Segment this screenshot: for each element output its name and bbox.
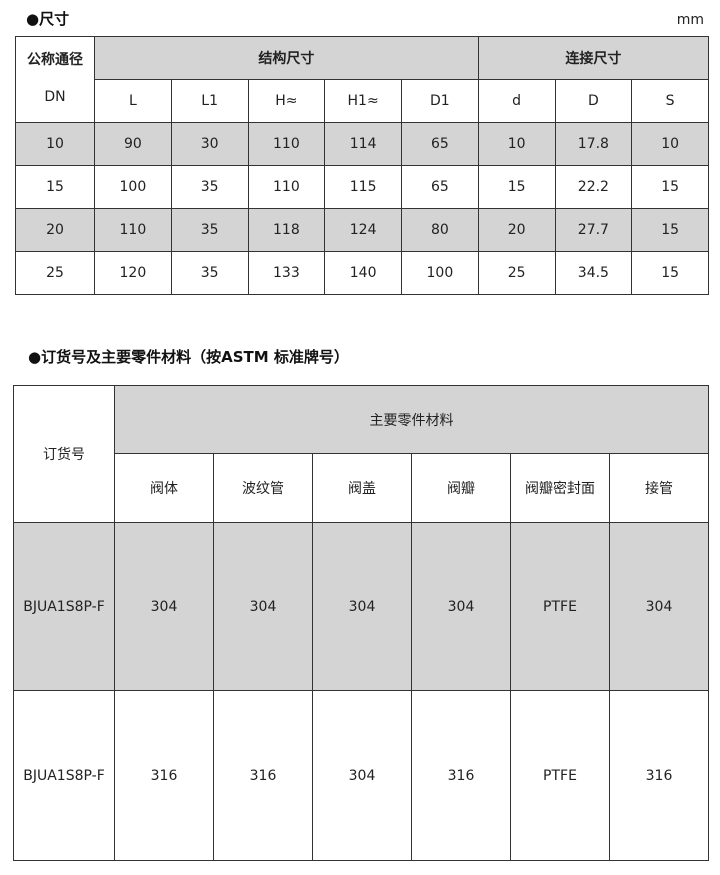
table-cell: 10 — [631, 122, 709, 166]
column-header: d — [477, 79, 556, 123]
table-cell: 110 — [247, 122, 326, 166]
table-row: 10 90 30 110 114 65 10 17.8 10 — [15, 122, 709, 166]
table-cell: 304 — [312, 690, 412, 861]
table-cell: 90 — [94, 122, 172, 166]
column-header: D1 — [401, 79, 479, 123]
table-cell: 15 — [477, 165, 556, 209]
column-header: 阀瓣 — [411, 453, 511, 523]
table-cell: 65 — [401, 122, 479, 166]
table-cell: 110 — [94, 208, 172, 252]
table-cell: 22.2 — [554, 165, 633, 209]
table-cell: 15 — [15, 165, 95, 209]
table-cell: 140 — [324, 251, 402, 295]
table-cell: 316 — [114, 690, 214, 861]
table-cell: 15 — [631, 251, 709, 295]
table-cell: 304 — [312, 522, 412, 691]
table-cell: 15 — [631, 208, 709, 252]
table-cell: 316 — [609, 690, 709, 861]
table-cell: 115 — [324, 165, 402, 209]
table-cell: 80 — [401, 208, 479, 252]
table-cell: 17.8 — [554, 122, 633, 166]
table-cell: BJUA1S8P-F — [13, 522, 115, 691]
table-cell: 114 — [324, 122, 402, 166]
table-cell: 27.7 — [554, 208, 633, 252]
dimensions-table: 公称通径 DN 结构尺寸 连接尺寸 L L1 H≈ H1≈ D1 d D S 10 90 30 110… — [15, 36, 710, 295]
section-title-dimensions: ●尺寸 — [26, 10, 70, 28]
table-cell: 20 — [477, 208, 556, 252]
connection-group-header: 连接尺寸 — [477, 36, 710, 80]
table-cell: 34.5 — [554, 251, 633, 295]
table-cell: PTFE — [510, 522, 610, 691]
table-cell: 20 — [15, 208, 95, 252]
column-header: 阀盖 — [312, 453, 412, 523]
table-cell: 35 — [170, 165, 249, 209]
table-cell: 25 — [15, 251, 95, 295]
table-cell: 100 — [401, 251, 479, 295]
unit-label: mm — [676, 12, 704, 28]
section-title-materials: ●订货号及主要零件材料（按ASTM 标准牌号） — [28, 348, 349, 366]
column-header: 接管 — [609, 453, 709, 523]
column-header: S — [631, 79, 709, 123]
table-cell: 118 — [247, 208, 326, 252]
table-row: 25 120 35 133 140 100 25 34.5 15 — [15, 251, 709, 295]
table-cell: 35 — [170, 208, 249, 252]
materials-table: 订货号 主要零件材料 阀体 波纹管 阀盖 阀瓣 阀瓣密封面 接管 BJUA1S8P-F 30… — [13, 385, 709, 861]
table-cell: 124 — [324, 208, 402, 252]
table-row: 20 110 35 118 124 80 20 27.7 15 — [15, 208, 709, 252]
column-header: 波纹管 — [213, 453, 313, 523]
column-header: 阀体 — [114, 453, 214, 523]
table-cell: 316 — [213, 690, 313, 861]
column-header: D — [554, 79, 633, 123]
table-cell: 304 — [213, 522, 313, 691]
table-cell: 25 — [477, 251, 556, 295]
table-row: BJUA1S8P-F 316 316 304 316 PTFE 316 — [13, 690, 709, 861]
table-row: 15 100 35 110 115 65 15 22.2 15 — [15, 165, 709, 209]
table-cell: 65 — [401, 165, 479, 209]
order-number-header: 订货号 — [13, 385, 115, 523]
table-cell: 10 — [477, 122, 556, 166]
table-cell: BJUA1S8P-F — [13, 690, 115, 861]
table-row: BJUA1S8P-F 304 304 304 304 PTFE 304 — [13, 522, 709, 691]
column-header: L1 — [170, 79, 249, 123]
table-cell: 15 — [631, 165, 709, 209]
table-cell: 304 — [411, 522, 511, 691]
table-cell: 100 — [94, 165, 172, 209]
table-cell: PTFE — [510, 690, 610, 861]
table-cell: 304 — [609, 522, 709, 691]
column-header: 阀瓣密封面 — [510, 453, 610, 523]
column-header: H≈ — [247, 79, 326, 123]
table-cell: 35 — [170, 251, 249, 295]
table-cell: 120 — [94, 251, 172, 295]
materials-group-header: 主要零件材料 — [114, 385, 709, 454]
table-cell: 110 — [247, 165, 326, 209]
structure-group-header: 结构尺寸 — [94, 36, 479, 80]
table-cell: 304 — [114, 522, 214, 691]
column-header: H1≈ — [324, 79, 402, 123]
table-cell: 316 — [411, 690, 511, 861]
table-cell: 30 — [170, 122, 249, 166]
column-header: L — [94, 79, 172, 123]
table-cell: 10 — [15, 122, 95, 166]
table-cell: 133 — [247, 251, 326, 295]
dn-header: 公称通径 DN — [15, 36, 95, 123]
